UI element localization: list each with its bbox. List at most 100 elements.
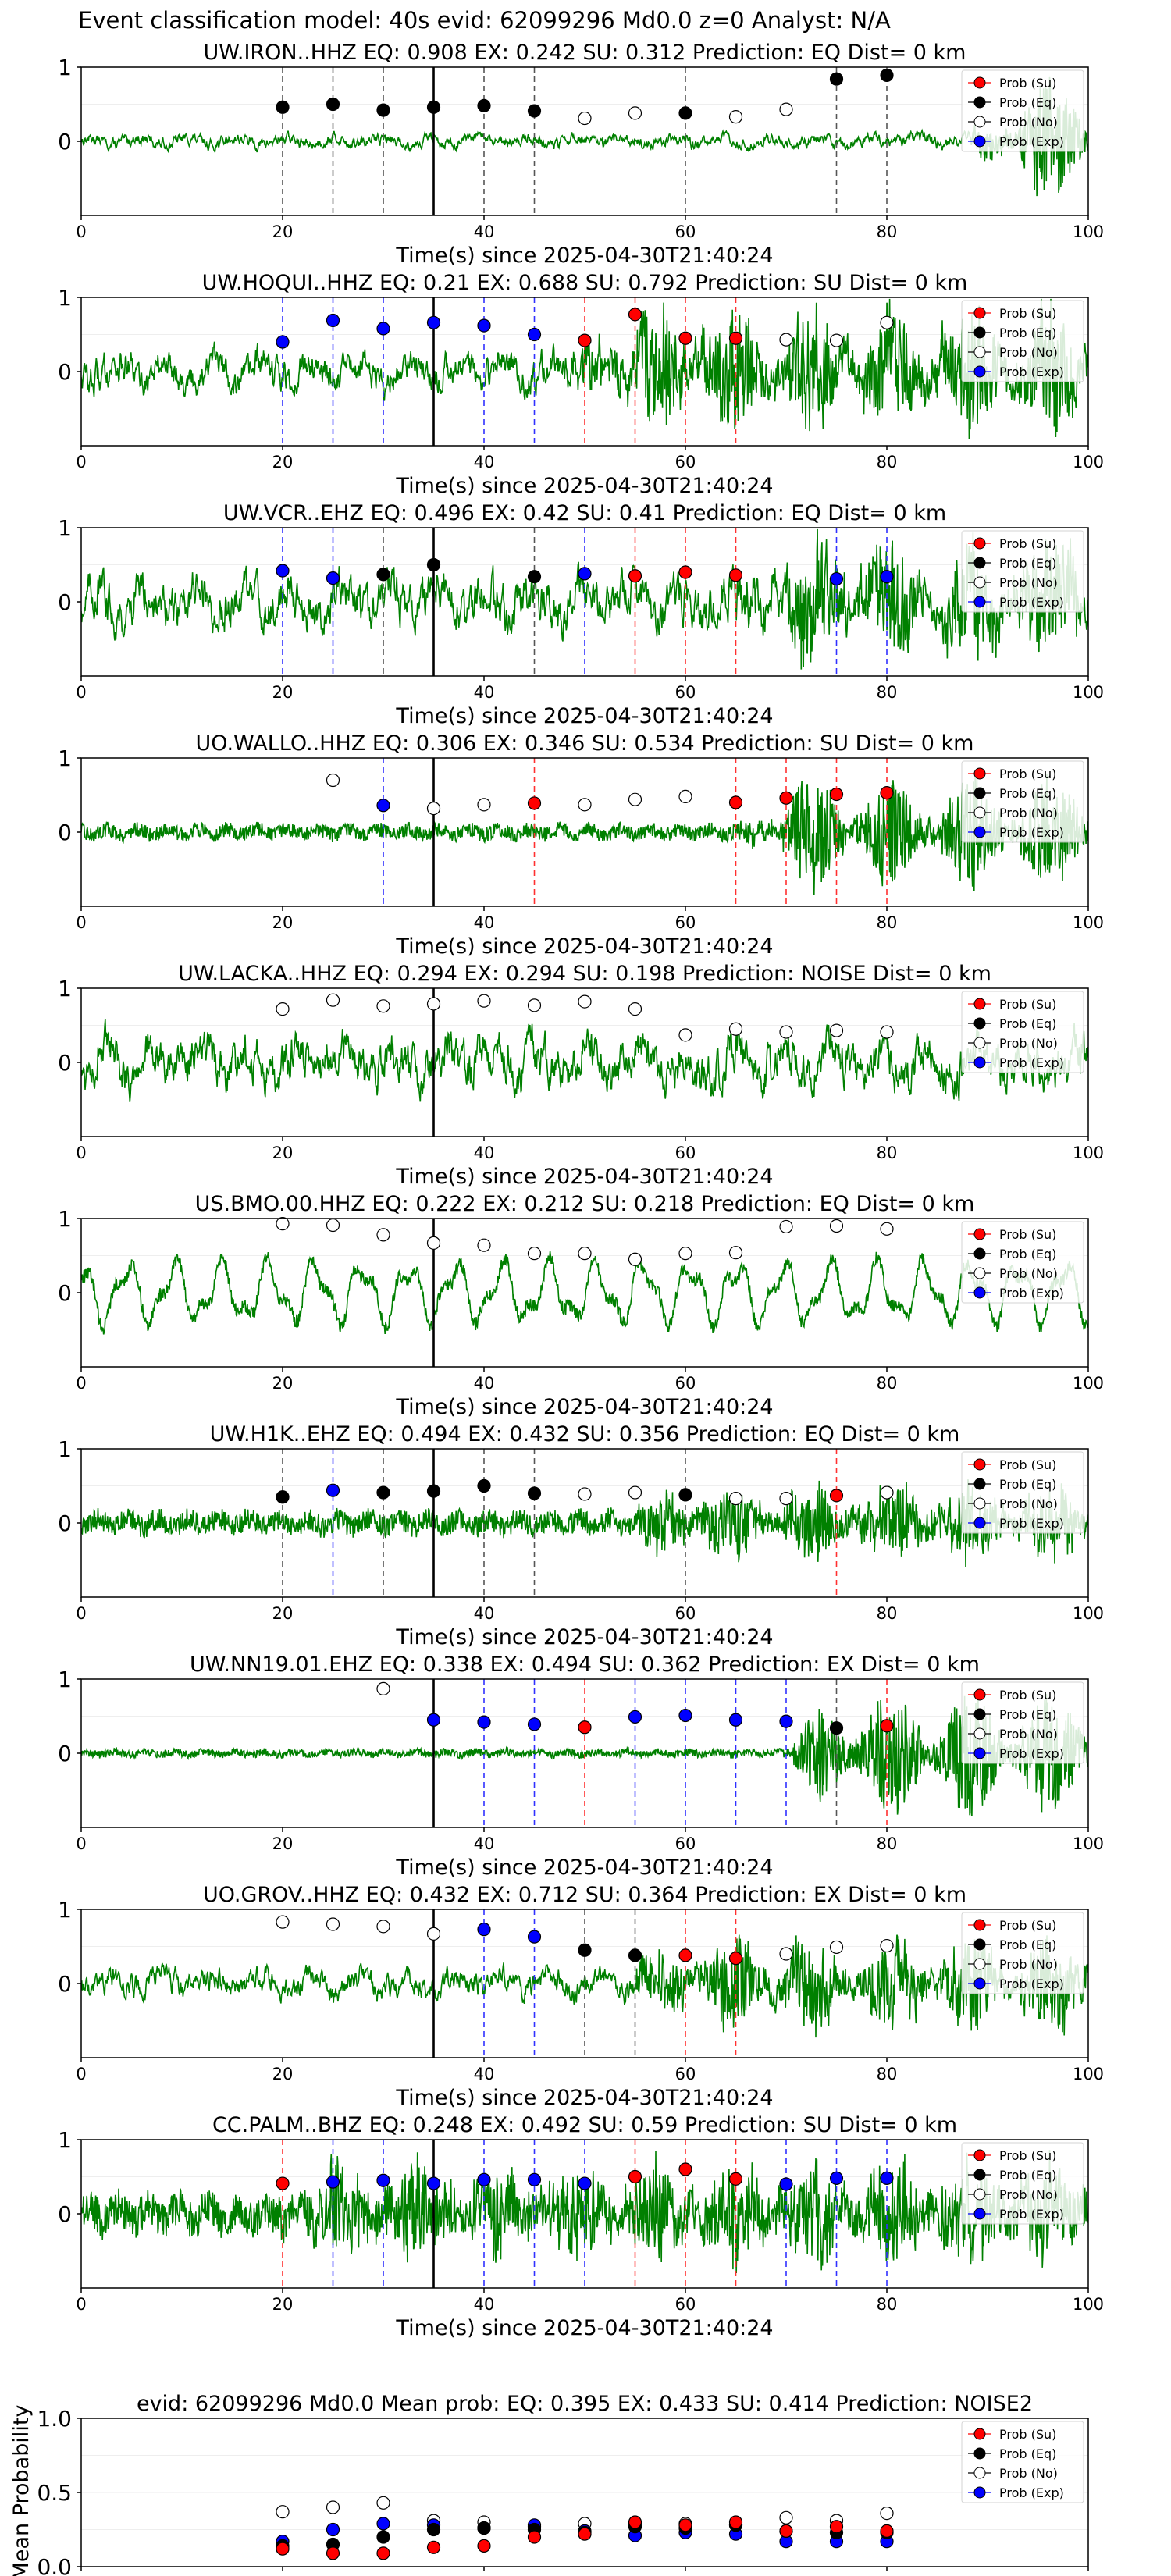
prob-point-no <box>578 798 592 812</box>
x-tick-label: 80 <box>877 2065 898 2083</box>
prob-point-eq <box>376 103 390 117</box>
x-axis-label: Time(s) since 2025-04-30T21:40:24 <box>395 244 773 268</box>
x-tick-label: 0 <box>76 2295 86 2314</box>
prob-point-exp <box>779 1714 793 1728</box>
legend: Prob (Su) Prob (Eq) Prob (No) Prob (Exp) <box>961 1681 1084 1764</box>
legend-label: Prob (Eq) <box>999 95 1056 110</box>
x-tick-label: 20 <box>272 1604 294 1623</box>
x-tick-label: 20 <box>272 1834 294 1853</box>
prob-point-exp <box>477 318 491 333</box>
prob-point-no <box>276 1002 290 1016</box>
x-tick-label: 80 <box>877 2295 898 2314</box>
legend-label: Prob (Eq) <box>999 1016 1056 1031</box>
legend: Prob (Su) Prob (Eq) Prob (No) Prob (Exp) <box>961 530 1084 613</box>
y-tick-label: 0.5 <box>37 2480 72 2506</box>
panel-title: UW.LACKA..HHZ EQ: 0.294 EX: 0.294 SU: 0.… <box>178 962 991 986</box>
legend-marker-eq <box>973 1938 986 1951</box>
legend-label: Prob (Eq) <box>999 326 1056 340</box>
legend-marker-eq <box>973 1708 986 1720</box>
legend-label: Prob (No) <box>999 115 1058 130</box>
legend-label: Prob (Eq) <box>999 1707 1056 1722</box>
x-tick-label: 80 <box>877 1144 898 1162</box>
figure-title: Event classification model: 40s evid: 62… <box>78 7 891 34</box>
legend-label: Prob (Exp) <box>999 1055 1064 1070</box>
legend-label: Prob (Eq) <box>999 1937 1056 1952</box>
mean-point-su <box>779 2524 793 2538</box>
x-tick-label: 0 <box>76 1604 86 1623</box>
legend-frame <box>961 2421 1084 2503</box>
legend-marker-su <box>973 2149 986 2161</box>
mean-point-no <box>376 2496 390 2510</box>
prob-point-no <box>728 1022 743 1036</box>
legend-label: Prob (Exp) <box>999 2485 1064 2500</box>
x-tick-label: 60 <box>675 1604 696 1623</box>
axes-frame <box>80 987 1089 1137</box>
prob-point-no <box>779 1025 793 1039</box>
x-tick-label: 60 <box>675 1144 696 1162</box>
mean-point-su <box>527 2530 542 2544</box>
prob-point-no <box>880 1025 894 1039</box>
prob-point-no <box>880 1485 894 1500</box>
legend-marker-exp <box>973 596 986 608</box>
panel-title: UW.H1K..EHZ EQ: 0.494 EX: 0.432 SU: 0.35… <box>210 1422 960 1446</box>
x-tick-label: 80 <box>877 1834 898 1853</box>
mean-point-su <box>376 2546 390 2560</box>
y-tick-label: 1 <box>58 55 72 80</box>
legend-frame <box>961 991 1084 1073</box>
legend-marker-su <box>973 2428 986 2440</box>
x-tick-label: 0 <box>76 913 86 932</box>
prob-point-eq <box>678 1488 692 1502</box>
prob-point-eq <box>376 1485 390 1500</box>
legend-marker-eq <box>973 1247 986 1260</box>
prob-point-su <box>628 2169 642 2184</box>
mean-point-su <box>426 2540 441 2554</box>
legend-marker-no <box>973 116 986 128</box>
prob-point-no <box>527 998 542 1012</box>
prob-point-exp <box>829 2171 844 2185</box>
legend-label: Prob (No) <box>999 2187 1058 2202</box>
y-tick-label: 0 <box>58 820 72 845</box>
prob-point-no <box>829 1219 844 1233</box>
x-tick-label: 20 <box>272 2295 294 2314</box>
y-tick-label: 0 <box>58 1971 72 1997</box>
panel-4: UO.WALLO..HHZ EQ: 0.306 EX: 0.346 SU: 0.… <box>58 731 1104 959</box>
prob-point-no <box>779 1947 793 1961</box>
legend-label: Prob (Exp) <box>999 365 1064 379</box>
legend-marker-eq <box>973 326 986 339</box>
prob-point-eq <box>628 1948 642 1962</box>
x-tick-label: 20 <box>272 683 294 702</box>
prob-point-no <box>326 993 340 1007</box>
legend-marker-eq <box>973 787 986 799</box>
prob-point-no <box>779 102 793 116</box>
legend-marker-no <box>973 1267 986 1279</box>
panel-title: evid: 62099296 Md0.0 Mean prob: EQ: 0.39… <box>137 2392 1033 2416</box>
mean-point-no <box>779 2510 793 2524</box>
y-axis-label: Mean Probability <box>9 2405 34 2576</box>
legend: Prob (Su) Prob (Eq) Prob (No) Prob (Exp) <box>961 760 1084 843</box>
legend-frame <box>961 530 1084 613</box>
y-tick-label: 0 <box>58 129 72 155</box>
legend-label: Prob (Eq) <box>999 786 1056 801</box>
prob-point-exp <box>527 327 542 342</box>
x-tick-label: 60 <box>675 1834 696 1853</box>
legend-marker-su <box>973 767 986 780</box>
x-tick-label: 40 <box>474 1374 495 1393</box>
x-tick-label: 60 <box>675 2065 696 2083</box>
x-tick-label: 80 <box>877 683 898 702</box>
prob-point-eq <box>829 1721 844 1735</box>
legend: Prob (Su) Prob (Eq) Prob (No) Prob (Exp) <box>961 1451 1084 1534</box>
y-tick-label: 1 <box>58 2127 72 2153</box>
x-tick-label: 60 <box>675 1374 696 1393</box>
mean-point-su <box>276 2542 290 2556</box>
panel-10: CC.PALM..BHZ EQ: 0.248 EX: 0.492 SU: 0.5… <box>58 2113 1104 2340</box>
mean-point-no <box>326 2500 340 2514</box>
legend-marker-exp <box>973 1977 986 1990</box>
prob-point-eq <box>326 97 340 112</box>
legend-marker-no <box>973 806 986 819</box>
legend-label: Prob (No) <box>999 345 1058 360</box>
y-tick-label: 1 <box>58 1667 72 1692</box>
prob-point-su <box>728 795 743 809</box>
x-tick-label: 100 <box>1073 2574 1104 2576</box>
legend-label: Prob (Eq) <box>999 2446 1056 2461</box>
x-tick-label: 80 <box>877 222 898 241</box>
